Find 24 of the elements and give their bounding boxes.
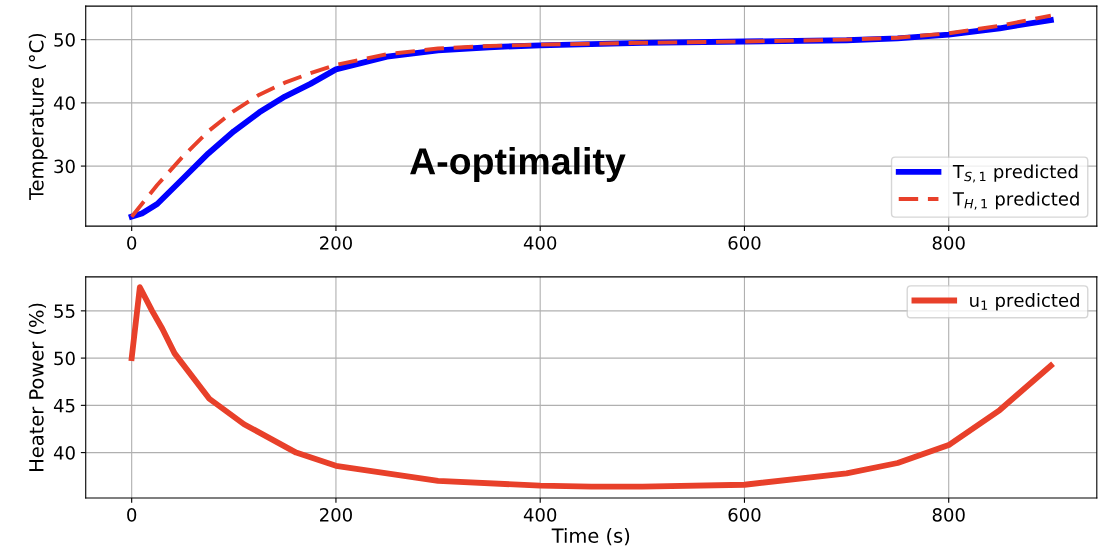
- y-axis-title: Temperature (°C): [28, 33, 48, 201]
- x-tick-label: 200: [320, 236, 352, 250]
- y-tick-label: 40: [53, 446, 75, 460]
- x-tick-label: 0: [127, 236, 137, 250]
- x-tick-label: 400: [523, 236, 557, 250]
- x-tick-label: 800: [932, 236, 965, 250]
- legend-label: u$_{1}$ predicted: [970, 293, 1079, 311]
- y-axis-title: Heater Power (%): [28, 303, 46, 471]
- x-tick-label: 0: [127, 508, 137, 522]
- legend-label: T$_{S,1}$ predicted: [952, 164, 1078, 183]
- y-tick-label: 30: [54, 159, 75, 174]
- x-tick-label: 600: [728, 236, 761, 250]
- x-axis-title: Time (s): [551, 527, 630, 546]
- y-tick-label: 40: [53, 96, 75, 110]
- y-tick-label: 45: [53, 399, 75, 413]
- legend-label: T$_{H,1}$ predicted: [952, 191, 1079, 210]
- x-tick-label: 600: [728, 508, 761, 522]
- y-tick-label: 50: [54, 351, 75, 366]
- x-tick-label: 200: [320, 508, 352, 522]
- x-tick-label: 800: [932, 508, 965, 522]
- x-tick-label: 400: [523, 508, 557, 522]
- y-tick-label: 55: [54, 304, 75, 318]
- y-tick-label: 50: [54, 33, 75, 47]
- annotation: A-optimality: [410, 147, 626, 183]
